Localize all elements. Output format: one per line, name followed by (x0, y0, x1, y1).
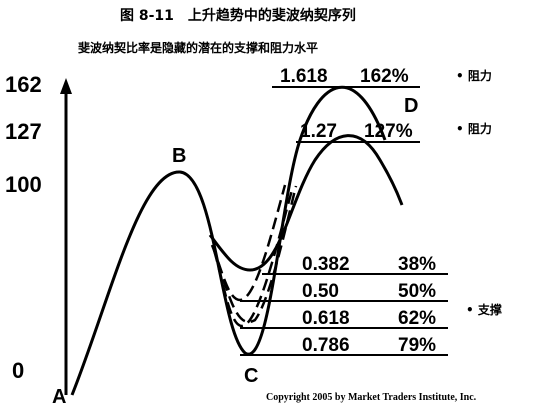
axis-label: 100 (5, 172, 42, 197)
level-percent: 127% (364, 121, 413, 142)
point-label: B (172, 145, 186, 167)
level-percent: 50% (398, 281, 436, 302)
price-curves (70, 86, 404, 396)
level-ratio: 1.618 (280, 66, 328, 87)
level-ratio: 0.786 (302, 335, 350, 356)
note: • 阻力 (456, 121, 492, 136)
level-percent: 162% (360, 66, 409, 87)
note: • 阻力 (456, 68, 492, 83)
copyright: Copyright 2005 by Market Traders Institu… (266, 392, 477, 403)
level-percent: 62% (398, 308, 436, 329)
level-ratio: 0.382 (302, 254, 350, 275)
curve (216, 185, 298, 324)
title: 图 8-11 上升趋势中的斐波纳契序列 (120, 7, 356, 24)
axis-arrow (60, 78, 72, 94)
axis-label: 127 (5, 119, 42, 144)
main-curve (70, 86, 387, 396)
level-lines (240, 86, 448, 356)
level-percent: 38% (398, 254, 436, 275)
note: • 支撑 (466, 302, 502, 317)
level-percent: 79% (398, 335, 436, 356)
level-ratio: 0.50 (302, 281, 339, 302)
point-label: A (52, 386, 66, 408)
point-label: C (244, 365, 258, 387)
curve (212, 189, 294, 328)
axis-label: 162 (5, 72, 42, 97)
curve (208, 134, 404, 272)
axis-label: 0 (12, 358, 24, 383)
level-ratio: 0.618 (302, 308, 350, 329)
point-label: D (404, 95, 418, 117)
level-ratio: 1.27 (300, 121, 337, 142)
subtitle: 斐波纳契比率是隐藏的潜在的支撑和阻力水平 (78, 40, 318, 55)
